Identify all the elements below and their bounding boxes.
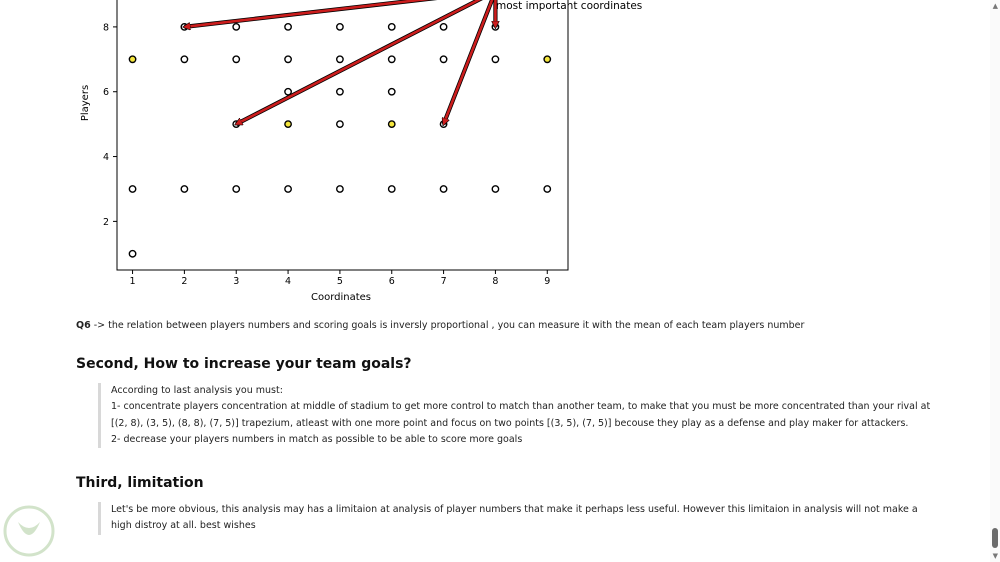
annotation-arrow (184, 0, 431, 27)
data-point (387, 120, 396, 129)
y-tick-label: 8 (103, 22, 109, 33)
data-point (180, 55, 189, 64)
quote-line: 2- decrease your players numbers in matc… (111, 433, 523, 445)
x-tick-label: 3 (233, 276, 239, 287)
blockquote-increase-goals: According to last analysis you must: 1- … (98, 383, 941, 449)
data-point (387, 87, 396, 96)
scrollbar-thumb[interactable] (992, 528, 998, 548)
data-point (284, 87, 292, 96)
section-heading-limitation: Third, limitation (76, 475, 204, 491)
vertical-scrollbar[interactable]: ▲ ▼ (990, 0, 1000, 562)
data-point (336, 185, 344, 193)
scroll-down-icon[interactable]: ▼ (992, 552, 998, 560)
q6-text: -> the relation between players numbers … (90, 320, 805, 331)
data-point (180, 185, 189, 193)
quote-line: Let's be more obvious, this analysis may… (111, 504, 918, 532)
data-point (284, 22, 292, 31)
data-point (439, 22, 448, 31)
data-point (491, 185, 500, 193)
data-point (232, 55, 241, 64)
data-point (336, 87, 344, 96)
x-tick-label: 2 (181, 276, 187, 287)
annotation-arrow (236, 0, 482, 124)
x-tick-label: 1 (130, 276, 136, 287)
data-point (491, 55, 500, 64)
data-point (387, 22, 396, 31)
y-tick-label: 4 (103, 152, 109, 163)
x-tick-label: 4 (285, 276, 291, 287)
x-tick-label: 9 (544, 276, 550, 287)
leaf-logo-icon (3, 505, 55, 557)
x-tick-label: 5 (337, 276, 343, 287)
annotation-arrow (444, 0, 494, 124)
y-tick-label: 6 (103, 87, 109, 98)
x-tick-label: 8 (492, 276, 498, 287)
data-point (543, 55, 552, 64)
plot-frame (116, 0, 569, 271)
x-axis-label: Coordinates (311, 292, 371, 303)
data-point (439, 185, 448, 193)
quote-line: According to last analysis you must: (111, 385, 283, 396)
data-point (336, 55, 344, 64)
data-point (543, 185, 552, 193)
data-point (128, 185, 137, 193)
data-point (439, 55, 448, 64)
x-tick-label: 6 (389, 276, 395, 287)
data-point (232, 22, 241, 31)
q6-label: Q6 (76, 320, 91, 331)
quote-line: 1- concentrate players concentration at … (111, 401, 931, 429)
data-point (284, 120, 292, 129)
data-point (284, 55, 292, 64)
x-tick-label: 7 (441, 276, 447, 287)
y-tick-label: 2 (103, 217, 109, 228)
data-point (336, 22, 344, 31)
data-point (387, 55, 396, 64)
section-heading-increase-goals: Second, How to increase your team goals? (76, 356, 412, 372)
data-point (128, 55, 137, 64)
annotation-label: most important coordinates (496, 0, 642, 12)
scroll-up-icon[interactable]: ▲ (992, 2, 998, 10)
data-point (387, 185, 396, 193)
data-point (128, 249, 137, 258)
scatter-chart: 1 2 3 4 5 6 7 8 9 2 4 6 8 most important coordinates… (80, 0, 642, 303)
y-axis-label: Players (80, 85, 91, 121)
blockquote-limitation: Let's be more obvious, this analysis may… (98, 502, 941, 535)
data-point (232, 185, 241, 193)
q6-answer: Q6 -> the relation between players numbe… (76, 320, 804, 331)
data-point (336, 120, 344, 129)
data-point (284, 185, 292, 193)
